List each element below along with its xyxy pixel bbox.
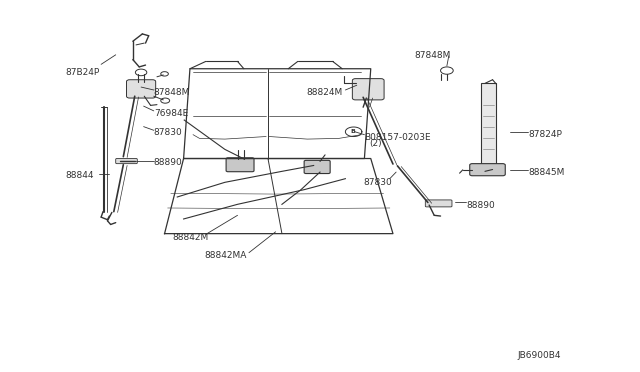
Text: 76984E: 76984E: [154, 109, 188, 118]
Text: 88845M: 88845M: [528, 167, 564, 177]
FancyBboxPatch shape: [226, 158, 254, 172]
Text: 88844: 88844: [65, 170, 93, 180]
FancyBboxPatch shape: [127, 80, 156, 98]
FancyBboxPatch shape: [481, 83, 497, 172]
Text: 87830: 87830: [154, 128, 182, 137]
Text: 87B24P: 87B24P: [65, 68, 99, 77]
Text: 87848M: 87848M: [414, 51, 451, 60]
Text: 88842M: 88842M: [173, 233, 209, 242]
Text: 87824P: 87824P: [528, 130, 562, 139]
Text: 88890: 88890: [154, 158, 182, 167]
Text: B08157-0203E: B08157-0203E: [364, 133, 431, 142]
FancyBboxPatch shape: [304, 160, 330, 174]
Text: JB6900B4: JB6900B4: [518, 351, 561, 360]
Text: 88824M: 88824M: [306, 88, 342, 97]
FancyBboxPatch shape: [470, 164, 505, 176]
Text: 87848M: 87848M: [154, 88, 190, 97]
FancyBboxPatch shape: [426, 200, 452, 207]
Text: B: B: [351, 129, 355, 134]
FancyBboxPatch shape: [116, 158, 137, 164]
FancyBboxPatch shape: [353, 78, 384, 100]
Text: 88890: 88890: [466, 201, 495, 209]
Text: 87830: 87830: [363, 178, 392, 187]
Text: 88842MA: 88842MA: [205, 251, 247, 260]
Text: (2): (2): [369, 140, 382, 148]
